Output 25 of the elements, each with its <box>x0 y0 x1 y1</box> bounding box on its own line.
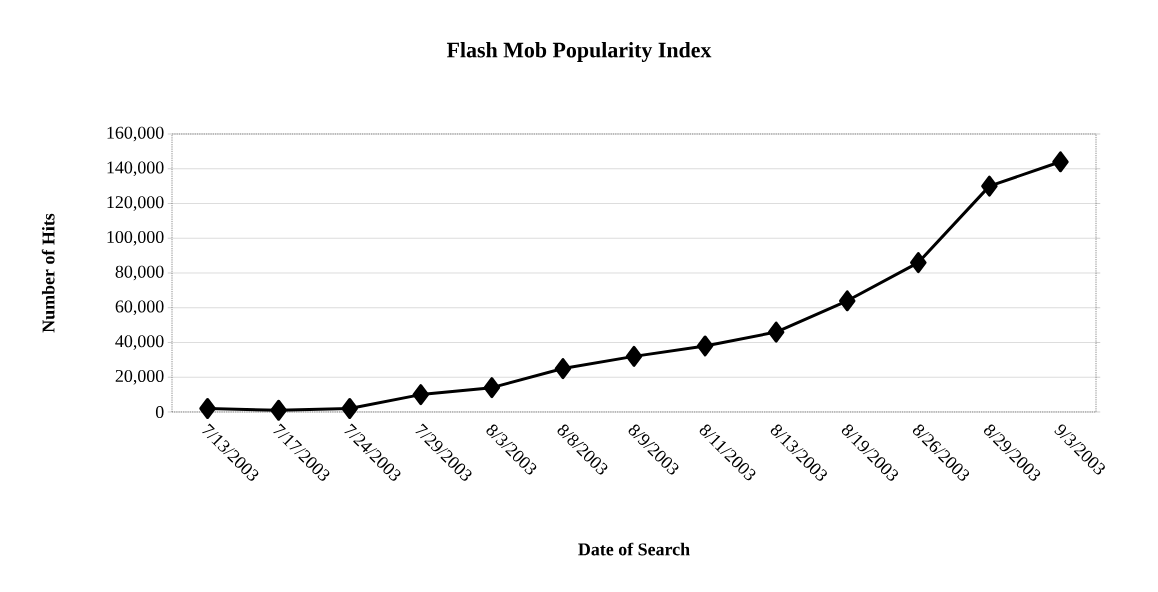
x-axis-title: Date of Search <box>578 542 690 556</box>
point <box>767 321 785 343</box>
chart-title: Flash Mob Popularity Index <box>446 42 712 62</box>
point <box>625 345 643 367</box>
y-tick-label: 0 <box>155 405 164 419</box>
point <box>412 384 430 406</box>
y-tick-label: 40,000 <box>115 335 164 350</box>
point <box>483 377 501 399</box>
y-tick-label: 100,000 <box>107 230 164 246</box>
point <box>696 335 714 357</box>
point <box>838 290 856 312</box>
point <box>910 252 927 274</box>
point <box>199 398 216 420</box>
y-tick-label: 160,000 <box>107 126 164 142</box>
y-tick-label: 60,000 <box>115 300 164 316</box>
point <box>270 399 287 421</box>
y-axis-title: Number of Hits <box>41 213 55 333</box>
point <box>1052 151 1069 173</box>
point <box>554 358 572 380</box>
point <box>341 398 358 420</box>
y-tick-label: 140,000 <box>107 161 164 177</box>
y-tick-label: 20,000 <box>115 369 164 385</box>
y-tick-label: 120,000 <box>107 196 164 211</box>
point <box>981 175 998 197</box>
y-tick-label: 80,000 <box>115 265 164 281</box>
